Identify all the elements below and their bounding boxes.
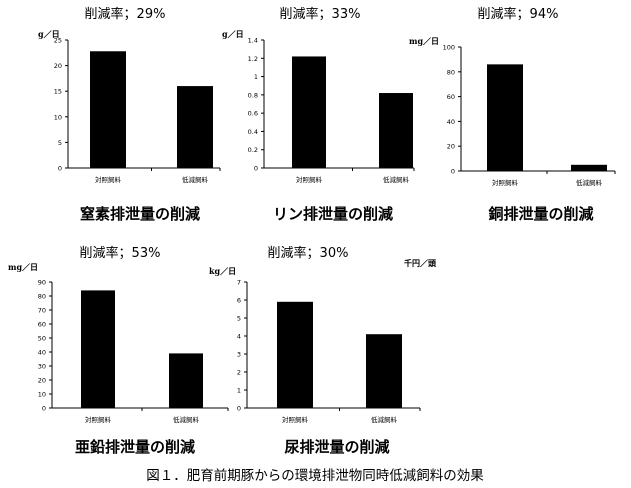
category-label: 低減飼料 — [173, 415, 200, 424]
y-tick-label: 30 — [38, 363, 46, 371]
category-label: 対照飼料 — [492, 178, 519, 187]
y-tick-label: 40 — [447, 118, 455, 126]
reduction-rate-label: 削減率；29% — [85, 6, 166, 22]
y-tick-label: 0 — [58, 165, 62, 173]
y-tick-label: 60 — [447, 93, 455, 101]
y-tick-label: 4 — [237, 333, 241, 341]
bar — [571, 164, 607, 171]
panel-title: 尿排泄量の削減 — [284, 438, 389, 456]
panel-title: リン排泄量の削減 — [273, 205, 393, 223]
bar — [487, 64, 523, 171]
reduction-rate-label: 削減率；33% — [280, 6, 361, 22]
y-tick-label: 0 — [237, 405, 241, 413]
y-tick-label: 5 — [58, 139, 62, 147]
y-tick-label: 10 — [54, 113, 62, 121]
category-label: 低減飼料 — [182, 175, 209, 184]
category-label: 低減飼料 — [371, 415, 398, 424]
y-unit-label: kg／日 — [209, 266, 236, 276]
y-tick-label: 1 — [237, 387, 241, 395]
y-unit-label: g／日 — [38, 29, 60, 39]
y-tick-label: 0.2 — [248, 146, 258, 154]
panel-title: 窒素排泄量の削減 — [80, 205, 200, 223]
y-tick-label: 10 — [38, 391, 46, 399]
bar — [81, 290, 115, 408]
y-tick-label: 2 — [237, 369, 241, 377]
category-label: 低減飼料 — [383, 175, 410, 184]
y-unit-label: g／日 — [222, 29, 244, 39]
y-tick-label: 0 — [451, 168, 455, 176]
bar — [90, 51, 126, 168]
y-tick-label: 60 — [38, 321, 46, 329]
y-tick-label: 1.2 — [248, 55, 258, 63]
y-unit-label: mg／日 — [8, 262, 38, 272]
chart-panel: 削減率；33% g／日 0 0.2 0.4 0.6 0.8 1 1.2 1.4 対照飼料 低減飼料リン… — [222, 6, 415, 223]
y-tick-label: 80 — [447, 68, 455, 76]
y-tick-label: 50 — [38, 335, 46, 343]
y-tick-label: 25 — [54, 37, 62, 45]
chart-panel: 削減率；53% mg／日 0 10 20 30 40 50 60 70 80 90 対照飼料 低減飼料亜鉛… — [8, 245, 229, 456]
y-tick-label: 90 — [38, 279, 46, 287]
bar — [366, 334, 402, 408]
y-tick-label: 15 — [54, 88, 62, 96]
bar — [292, 56, 326, 169]
extra-unit-label: 千円／頭 — [404, 258, 437, 268]
reduction-rate-label: 削減率；53% — [80, 245, 161, 261]
category-label: 対照飼料 — [95, 175, 122, 184]
y-tick-label: 3 — [237, 351, 241, 359]
y-tick-label: 80 — [38, 293, 46, 301]
y-tick-label: 0.6 — [248, 110, 258, 118]
bar — [169, 353, 203, 408]
y-tick-label: 70 — [38, 307, 46, 315]
y-tick-label: 20 — [447, 143, 455, 151]
y-tick-label: 1 — [254, 73, 258, 81]
bar — [277, 301, 313, 408]
y-tick-label: 0.8 — [248, 91, 258, 99]
y-tick-label: 0.4 — [248, 128, 258, 136]
figure-caption: 図１．肥育前期豚からの環境排泄物同時低減飼料の効果 — [146, 467, 484, 484]
panel-title: 亜鉛排泄量の削減 — [75, 438, 195, 456]
y-tick-label: 6 — [237, 297, 241, 305]
bar — [177, 86, 213, 168]
y-tick-label: 20 — [38, 377, 46, 385]
category-label: 対照飼料 — [282, 415, 309, 424]
reduction-rate-label: 削減率；94% — [478, 6, 559, 22]
y-tick-label: 5 — [237, 315, 241, 323]
category-label: 対照飼料 — [296, 175, 323, 184]
y-tick-label: 40 — [38, 349, 46, 357]
panel-title: 銅排泄量の削減 — [488, 205, 593, 223]
y-tick-label: 7 — [237, 279, 241, 287]
category-label: 対照飼料 — [85, 415, 112, 424]
y-unit-label: mg／日 — [409, 36, 439, 46]
y-tick-label: 1.4 — [248, 37, 258, 45]
bar — [379, 93, 413, 168]
y-tick-label: 0 — [42, 405, 46, 413]
reduction-rate-label: 削減率；30% — [268, 245, 349, 261]
y-tick-label: 100 — [443, 44, 455, 52]
y-tick-label: 0 — [254, 165, 258, 173]
y-tick-label: 20 — [54, 62, 62, 70]
category-label: 低減飼料 — [576, 178, 603, 187]
